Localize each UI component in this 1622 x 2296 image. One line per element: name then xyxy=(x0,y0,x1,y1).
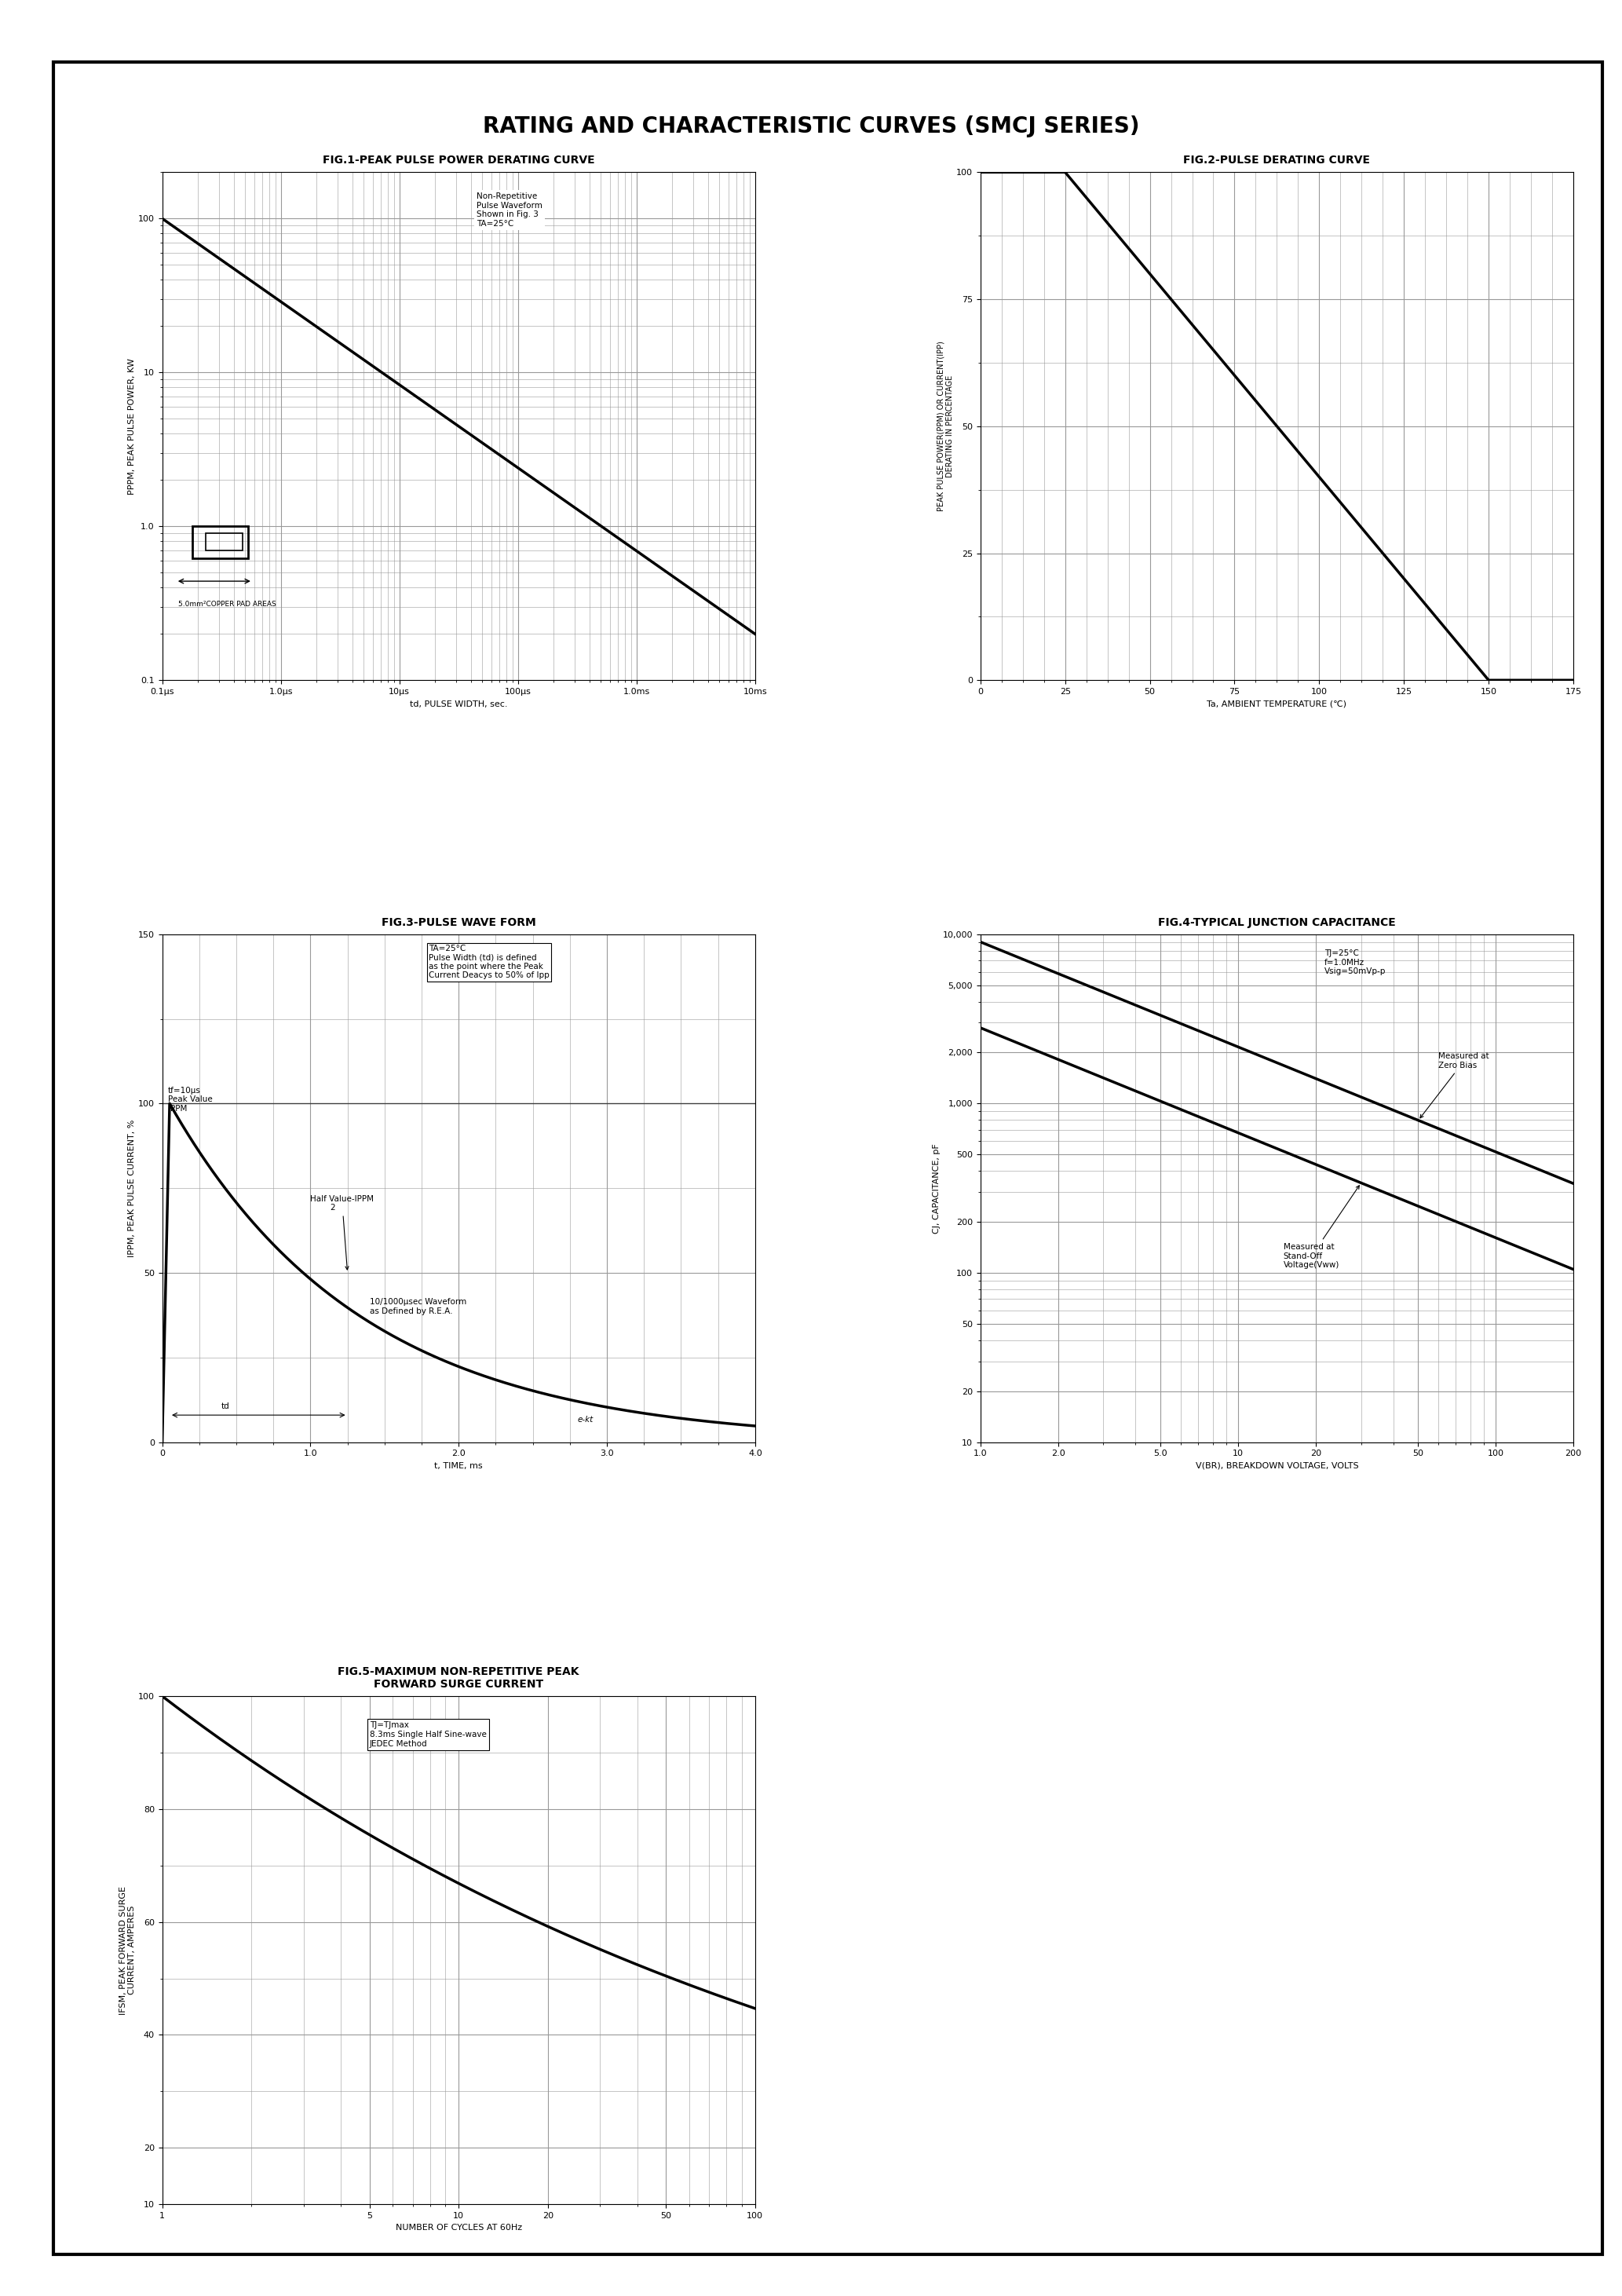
Y-axis label: IFSM, PEAK FORWARD SURGE
CURRENT, AMPERES: IFSM, PEAK FORWARD SURGE CURRENT, AMPERE… xyxy=(118,1885,136,2014)
X-axis label: t, TIME, ms: t, TIME, ms xyxy=(435,1463,483,1469)
Text: 5.0mm²COPPER PAD AREAS: 5.0mm²COPPER PAD AREAS xyxy=(178,599,276,608)
Text: TA=25°C
Pulse Width (td) is defined
as the point where the Peak
Current Deacys t: TA=25°C Pulse Width (td) is defined as t… xyxy=(428,944,550,980)
Text: Non-Repetitive
Pulse Waveform
Shown in Fig. 3
TA=25°C: Non-Repetitive Pulse Waveform Shown in F… xyxy=(477,193,542,227)
X-axis label: V(BR), BREAKDOWN VOLTAGE, VOLTS: V(BR), BREAKDOWN VOLTAGE, VOLTS xyxy=(1195,1463,1358,1469)
Text: RATING AND CHARACTERISTIC CURVES (SMCJ SERIES): RATING AND CHARACTERISTIC CURVES (SMCJ S… xyxy=(483,115,1139,138)
Text: e-kt: e-kt xyxy=(577,1417,594,1424)
Bar xyxy=(206,533,243,551)
Y-axis label: PPPM, PEAK PULSE POWER, KW: PPPM, PEAK PULSE POWER, KW xyxy=(128,358,136,494)
Bar xyxy=(193,526,248,558)
Title: FIG.3-PULSE WAVE FORM: FIG.3-PULSE WAVE FORM xyxy=(381,916,535,928)
Text: tf=10μs
Peak Value
IPPM: tf=10μs Peak Value IPPM xyxy=(169,1086,212,1114)
Title: FIG.2-PULSE DERATING CURVE: FIG.2-PULSE DERATING CURVE xyxy=(1184,154,1371,165)
Title: FIG.4-TYPICAL JUNCTION CAPACITANCE: FIG.4-TYPICAL JUNCTION CAPACITANCE xyxy=(1158,916,1395,928)
Text: TJ=TJmax
8.3ms Single Half Sine-wave
JEDEC Method: TJ=TJmax 8.3ms Single Half Sine-wave JED… xyxy=(370,1722,487,1747)
Text: td: td xyxy=(222,1403,230,1410)
Text: TJ=25°C
f=1.0MHz
Vsig=50mVp-p: TJ=25°C f=1.0MHz Vsig=50mVp-p xyxy=(1324,951,1385,976)
Y-axis label: CJ, CAPACITANCE, pF: CJ, CAPACITANCE, pF xyxy=(933,1143,941,1233)
X-axis label: NUMBER OF CYCLES AT 60Hz: NUMBER OF CYCLES AT 60Hz xyxy=(396,2225,522,2232)
Y-axis label: IPPM, PEAK PULSE CURRENT, %: IPPM, PEAK PULSE CURRENT, % xyxy=(128,1120,136,1256)
Text: 10/1000μsec Waveform
as Defined by R.E.A.: 10/1000μsec Waveform as Defined by R.E.A… xyxy=(370,1297,467,1316)
Y-axis label: PEAK PULSE POWER(PPM) OR CURRENT(IPP)
DERATING IN PERCENTAGE: PEAK PULSE POWER(PPM) OR CURRENT(IPP) DE… xyxy=(938,342,954,512)
Title: FIG.5-MAXIMUM NON-REPETITIVE PEAK
FORWARD SURGE CURRENT: FIG.5-MAXIMUM NON-REPETITIVE PEAK FORWAR… xyxy=(337,1667,579,1690)
X-axis label: Ta, AMBIENT TEMPERATURE (℃): Ta, AMBIENT TEMPERATURE (℃) xyxy=(1207,700,1346,707)
Text: Measured at
Zero Bias: Measured at Zero Bias xyxy=(1421,1052,1489,1118)
Text: Half Value-IPPM
        2: Half Value-IPPM 2 xyxy=(310,1194,375,1270)
Title: FIG.1-PEAK PULSE POWER DERATING CURVE: FIG.1-PEAK PULSE POWER DERATING CURVE xyxy=(323,154,595,165)
X-axis label: td, PULSE WIDTH, sec.: td, PULSE WIDTH, sec. xyxy=(410,700,508,707)
Text: Measured at
Stand-Off
Voltage(Vww): Measured at Stand-Off Voltage(Vww) xyxy=(1283,1185,1359,1270)
